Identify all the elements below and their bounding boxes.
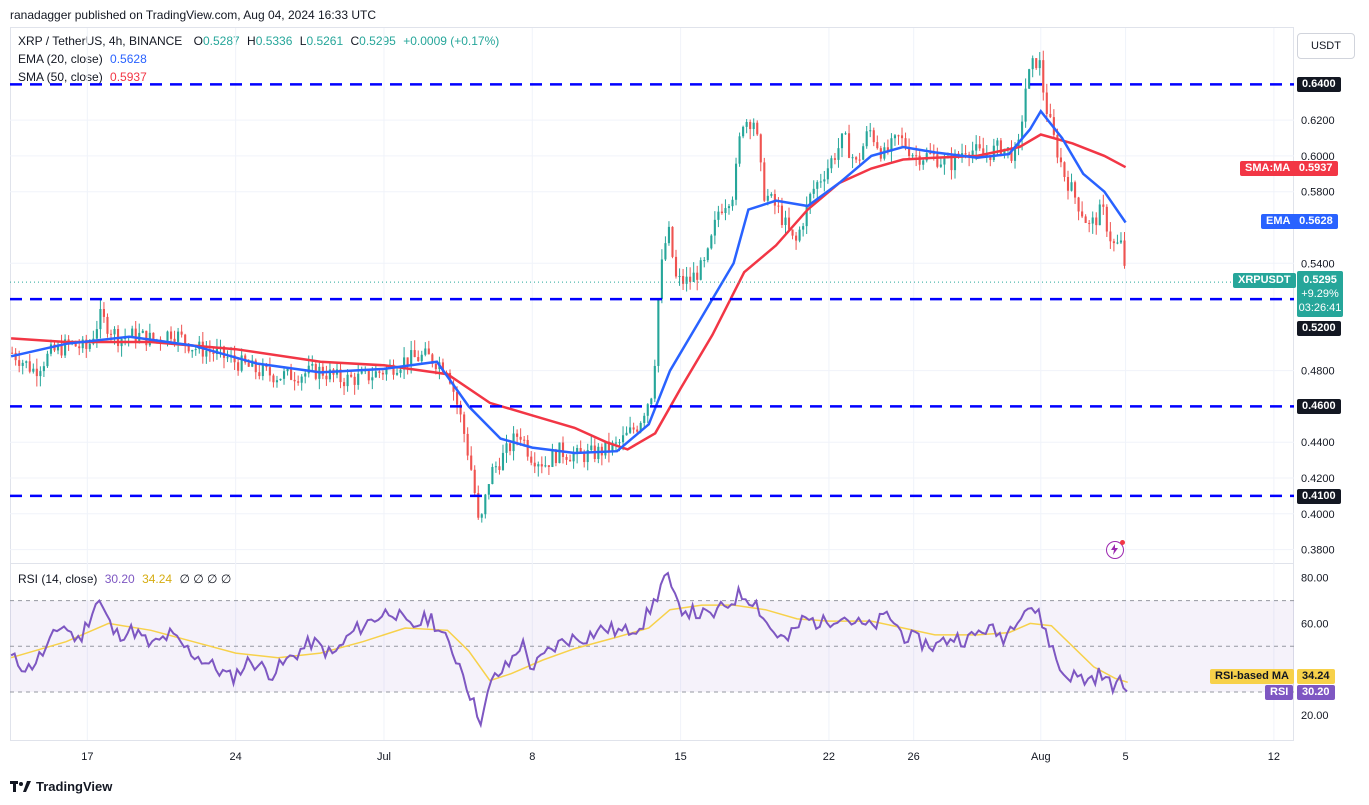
low-label: L — [299, 34, 307, 48]
ema-tag: EMA 0.5628 — [1261, 214, 1338, 229]
rsi-tick-label: 20.00 — [1301, 710, 1329, 722]
rsi-tick-label: 80.00 — [1301, 573, 1329, 585]
rsi-ma-legend-value: 34.24 — [142, 572, 173, 586]
rsi-legend-extra: ∅ ∅ ∅ ∅ — [179, 572, 232, 586]
open-value: 0.5287 — [202, 34, 240, 48]
low-value: 0.5261 — [306, 34, 344, 48]
ema-tag-name: EMA — [1266, 215, 1291, 227]
publisher-line: ranadagger published on TradingView.com,… — [10, 8, 377, 22]
rsi-tag-name: RSI — [1270, 686, 1289, 698]
time-tick-label: Jul — [377, 751, 391, 763]
price-tick-label: 0.5400 — [1301, 258, 1335, 270]
ema-legend: EMA (20, close) 0.5628 — [18, 52, 147, 66]
symbol-title: XRP / TetherUS, 4h, BINANCE — [18, 34, 183, 48]
time-tick-label: 24 — [230, 751, 242, 763]
high-label: H — [247, 34, 256, 48]
level-tag: 0.5200 — [1297, 321, 1341, 337]
rsi-axis-value: 30.20 — [1302, 686, 1330, 698]
rsi-ma-axis-tag: 34.24 — [1297, 669, 1335, 684]
price-tick-label: 0.4400 — [1301, 437, 1335, 449]
tradingview-logo[interactable]: TradingView — [10, 779, 112, 794]
close-value: 0.5295 — [359, 34, 396, 48]
sma-tag-name: SMA:MA — [1245, 162, 1290, 174]
pane-separator[interactable] — [10, 563, 1294, 564]
currency-button[interactable]: USDT — [1297, 33, 1355, 59]
open-label: O — [193, 34, 203, 48]
ema-tag-value: 0.5628 — [1299, 215, 1333, 227]
level-tag: 0.6400 — [1297, 77, 1341, 93]
notification-dot — [1120, 540, 1125, 545]
rsi-legend: RSI (14, close) 30.20 34.24 ∅ ∅ ∅ ∅ — [18, 572, 231, 586]
rsi-legend-value: 30.20 — [104, 572, 135, 586]
time-tick-label: Aug — [1031, 751, 1051, 763]
rsi-ma-tag-name: RSI-based MA — [1215, 670, 1289, 682]
price-tick-label: 0.3800 — [1301, 545, 1335, 557]
last-price-change: +9.29% — [1301, 288, 1339, 300]
price-tick-label: 0.4200 — [1301, 473, 1335, 485]
rsi-axis-tag: 30.20 — [1297, 685, 1335, 700]
lightning-icon[interactable] — [1106, 540, 1125, 559]
close-label: C — [350, 34, 360, 48]
ema-legend-label: EMA (20, close) — [18, 52, 103, 66]
level-tag: 0.4100 — [1297, 488, 1341, 504]
candle-timer: 03:26:41 — [1298, 302, 1342, 314]
sma-legend: SMA (50, close) 0.5937 — [18, 70, 147, 84]
price-legend: XRP / TetherUS, 4h, BINANCE O0.5287 H0.5… — [18, 34, 499, 48]
sma-legend-label: SMA (50, close) — [18, 70, 103, 84]
price-tick-label: 0.4000 — [1301, 509, 1335, 521]
rsi-tick-label: 60.00 — [1301, 618, 1329, 630]
time-tick-label: 15 — [674, 751, 686, 763]
high-value: 0.5336 — [255, 34, 293, 48]
level-tag: 0.4600 — [1297, 399, 1341, 415]
price-tick-label: 0.6200 — [1301, 115, 1335, 127]
time-tick-label: 26 — [908, 751, 920, 763]
price-tick-label: 0.5800 — [1301, 187, 1335, 199]
change-value: +0.0009 (+0.17%) — [403, 34, 500, 48]
time-tick-label: 22 — [823, 751, 835, 763]
time-tick-label: 8 — [529, 751, 535, 763]
last-price-value: 0.5295 — [1303, 274, 1337, 286]
sma-tag-value: 0.5937 — [1298, 162, 1333, 174]
ema-legend-value: 0.5628 — [110, 52, 147, 66]
rsi-ma-axis-value: 34.24 — [1302, 670, 1330, 682]
rsi-ma-tag: RSI-based MA — [1210, 669, 1294, 684]
time-tick-label: 12 — [1268, 751, 1280, 763]
sma-tag: SMA:MA 0.5937 — [1240, 161, 1338, 176]
time-tick-label: 5 — [1122, 751, 1128, 763]
sma-legend-value: 0.5937 — [110, 70, 147, 84]
tradingview-brand: TradingView — [36, 779, 113, 794]
symbol-tag: XRPUSDT — [1233, 273, 1296, 288]
last-price-box: 0.5295 +9.29% 03:26:41 — [1297, 271, 1343, 317]
price-tick-label: 0.4800 — [1301, 366, 1335, 378]
tradingview-logo-icon — [10, 780, 31, 792]
rsi-tag: RSI — [1265, 685, 1294, 700]
chart-frame — [10, 27, 1294, 741]
symbol-tag-name: XRPUSDT — [1238, 274, 1291, 286]
rsi-legend-label: RSI (14, close) — [18, 572, 98, 586]
time-tick-label: 17 — [81, 751, 93, 763]
